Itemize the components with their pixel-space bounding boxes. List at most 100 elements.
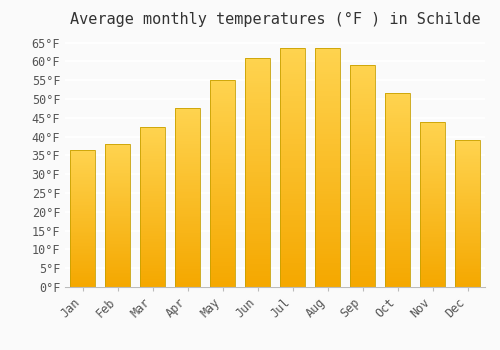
Bar [70,220,95,221]
Bar [455,196,480,197]
Bar [280,151,305,153]
Bar [70,186,95,187]
Bar [105,191,130,193]
Bar [175,128,200,130]
Bar [315,225,340,227]
Bar [210,239,235,241]
Bar [420,198,445,199]
Bar [175,124,200,126]
Bar [175,282,200,284]
Bar [105,281,130,283]
Bar [350,272,375,274]
Bar [210,105,235,107]
Bar [245,273,270,275]
Bar [210,250,235,252]
Bar [385,211,410,214]
Bar [315,184,340,187]
Bar [280,130,305,132]
Bar [350,72,375,74]
Bar [315,241,340,244]
Bar [210,101,235,103]
Bar [105,223,130,224]
Bar [245,69,270,71]
Bar [140,270,165,271]
Bar [350,127,375,130]
Bar [140,169,165,170]
Bar [140,207,165,209]
Bar [245,177,270,179]
Bar [210,266,235,268]
Bar [350,240,375,243]
Bar [105,246,130,247]
Bar [315,48,340,287]
Bar [350,176,375,178]
Bar [70,239,95,240]
Bar [245,117,270,119]
Bar [210,175,235,177]
Bar [455,155,480,156]
Bar [70,253,95,254]
Bar [315,60,340,63]
Bar [420,171,445,173]
Bar [105,168,130,170]
Bar [455,140,480,142]
Bar [385,93,410,95]
Bar [315,266,340,268]
Bar [420,219,445,221]
Bar [315,91,340,93]
Bar [420,125,445,126]
Bar [70,286,95,287]
Bar [385,113,410,114]
Bar [105,221,130,223]
Bar [420,146,445,148]
Bar [350,136,375,138]
Bar [350,156,375,158]
Bar [350,103,375,105]
Bar [210,212,235,215]
Bar [420,160,445,161]
Bar [455,230,480,231]
Bar [140,233,165,234]
Bar [140,279,165,281]
Bar [140,237,165,239]
Bar [70,232,95,233]
Bar [420,260,445,262]
Bar [210,246,235,248]
Bar [350,120,375,123]
Bar [350,94,375,96]
Bar [245,200,270,202]
Bar [350,211,375,214]
Bar [280,180,305,182]
Bar [245,246,270,248]
Bar [385,223,410,225]
Bar [420,178,445,180]
Bar [175,237,200,239]
Bar [140,130,165,132]
Bar [455,212,480,214]
Bar [350,227,375,229]
Bar [140,282,165,284]
Bar [315,223,340,225]
Bar [315,258,340,261]
Bar [455,150,480,152]
Bar [420,161,445,163]
Bar [245,106,270,108]
Bar [140,186,165,188]
Bar [105,198,130,200]
Bar [175,228,200,230]
Bar [420,126,445,128]
Bar [175,162,200,164]
Bar [315,163,340,165]
Bar [280,182,305,184]
Bar [70,155,95,156]
Bar [175,251,200,253]
Bar [140,178,165,180]
Bar [70,218,95,220]
Bar [385,198,410,200]
Bar [420,212,445,214]
Bar [455,195,480,196]
Bar [175,224,200,226]
Bar [175,214,200,216]
Bar [245,154,270,156]
Bar [280,75,305,77]
